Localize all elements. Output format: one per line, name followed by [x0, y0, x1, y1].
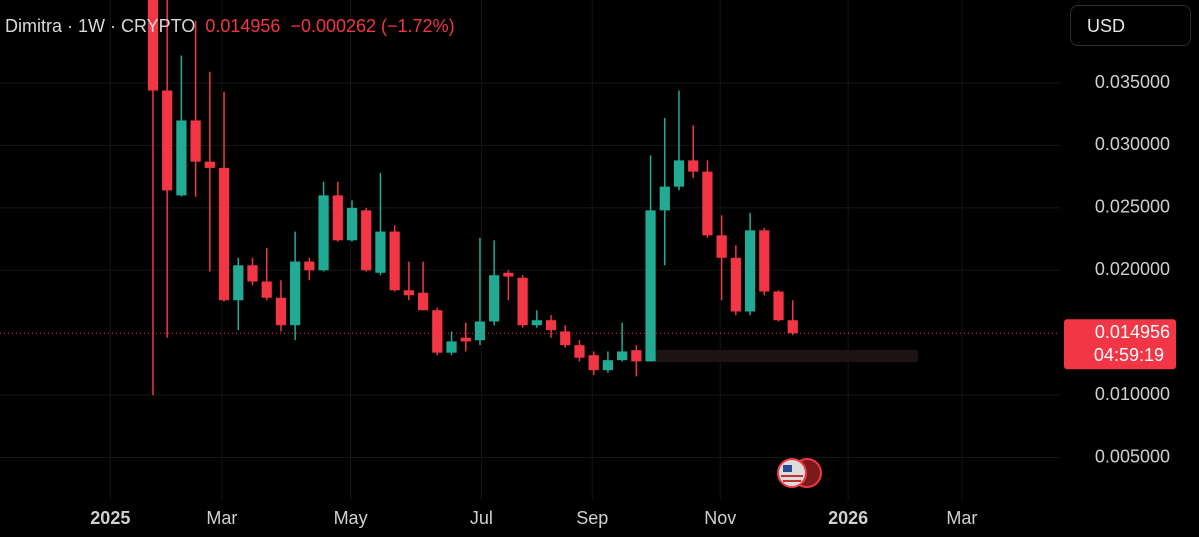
candle-body	[375, 231, 386, 273]
candle-body	[574, 345, 585, 358]
candle-body	[545, 320, 557, 331]
candle-body	[688, 160, 699, 172]
price-label: 0.014956	[1095, 322, 1170, 342]
countdown-label: 04:59:19	[1094, 345, 1164, 365]
x-tick-label: Mar	[206, 508, 237, 528]
candle-body	[517, 277, 528, 326]
y-tick-label: 0.025000	[1095, 197, 1170, 217]
candle-body	[346, 207, 358, 241]
candle-body	[290, 261, 301, 326]
candle-body	[204, 161, 215, 168]
candle-body	[318, 195, 329, 271]
x-tick-label: Nov	[704, 508, 736, 528]
candle-body	[503, 272, 514, 277]
candle-body	[361, 210, 372, 271]
flag-canton	[783, 465, 792, 472]
x-tick-label: Jul	[470, 508, 493, 528]
candle-body	[332, 195, 343, 241]
price-change: −0.000262 (−1.72%)	[290, 16, 455, 36]
y-tick-label: 0.005000	[1095, 446, 1170, 466]
candle-body	[659, 186, 670, 211]
currency-button[interactable]: USD	[1070, 5, 1191, 46]
range-band	[650, 350, 918, 362]
candle-body	[147, 0, 159, 91]
candle-body	[474, 321, 486, 341]
x-tick-label: Mar	[946, 508, 977, 528]
candle-body	[190, 120, 201, 162]
candle-body	[275, 297, 287, 326]
event-icon	[777, 458, 807, 488]
candle-body	[716, 235, 727, 258]
candle-body	[759, 230, 770, 292]
candle-body	[261, 281, 272, 298]
candle-body	[176, 120, 187, 196]
candle-body	[588, 355, 599, 371]
candle-body	[560, 331, 571, 346]
header: Dimitra · 1W · CRYPTO 0.014956 −0.000262…	[5, 16, 455, 37]
candle-body	[673, 160, 685, 187]
candle-body	[233, 265, 244, 301]
candle-body	[602, 360, 614, 371]
price-label-box	[1064, 319, 1176, 370]
x-tick-label: Sep	[576, 508, 608, 528]
candle-body	[218, 167, 230, 301]
candle-body	[162, 90, 173, 191]
y-tick-label: 0.010000	[1095, 384, 1170, 404]
candle-body	[432, 310, 443, 353]
x-tick-label: 2026	[828, 508, 868, 528]
y-tick-label: 0.030000	[1095, 134, 1170, 154]
candle-body	[787, 320, 798, 334]
candle-body	[417, 292, 429, 311]
candle-body	[702, 171, 713, 236]
candle-body	[304, 261, 315, 271]
candle-body	[744, 230, 756, 312]
candle-body	[247, 265, 258, 282]
y-tick-label: 0.020000	[1095, 259, 1170, 279]
x-tick-label: May	[334, 508, 368, 528]
event-icons	[777, 458, 822, 488]
x-tick-label: 2025	[90, 508, 130, 528]
candle-body	[773, 291, 784, 321]
candle-body	[631, 350, 642, 362]
candle-body	[389, 231, 400, 291]
symbol-title: Dimitra · 1W · CRYPTO	[5, 16, 196, 36]
last-price: 0.014956	[205, 16, 281, 36]
candle-body	[489, 275, 500, 322]
candle-body	[617, 351, 628, 361]
candle-body	[446, 341, 457, 353]
candle-body	[645, 210, 656, 362]
candle-body	[403, 290, 414, 296]
candle-body	[460, 337, 471, 342]
candle-body	[531, 320, 542, 326]
candle-body	[730, 257, 741, 312]
y-tick-label: 0.035000	[1095, 72, 1170, 92]
